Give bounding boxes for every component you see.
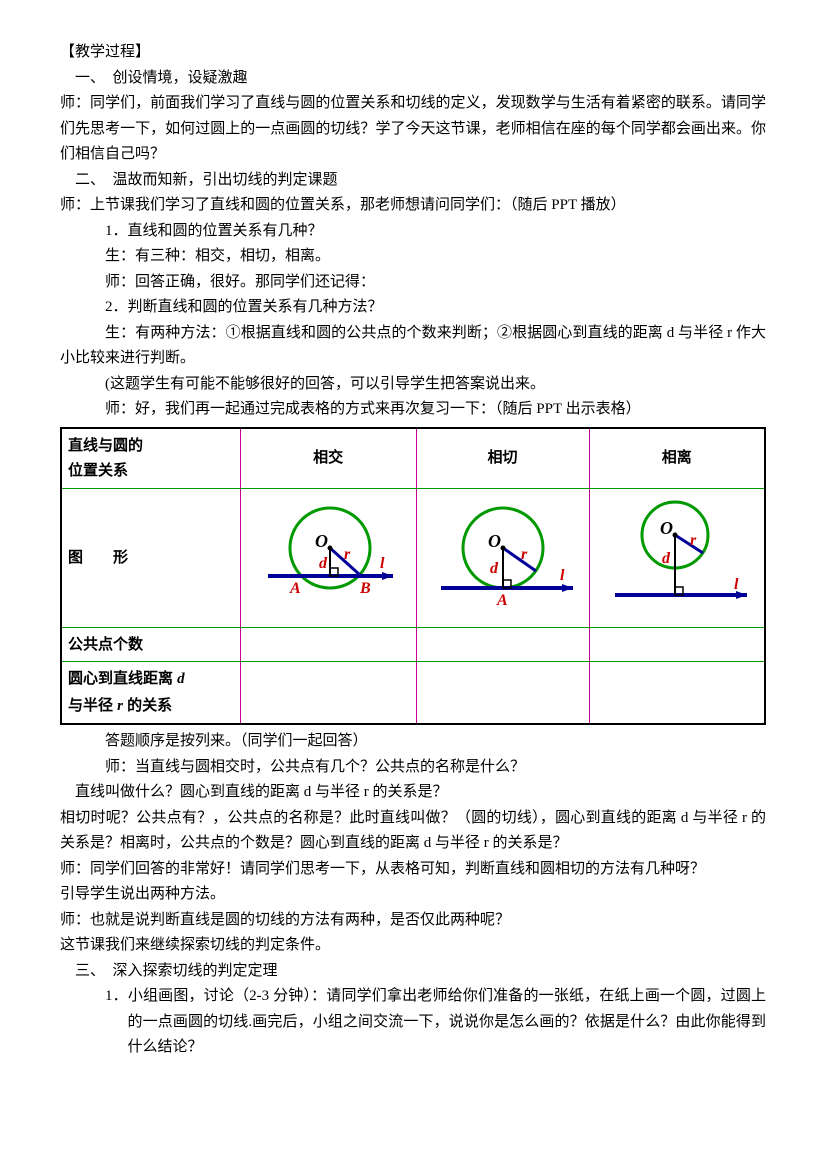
teacher-q-tangent: 相切时呢？公共点有？，公共点的名称是？此时直线叫做？（圆的切线），圆心到直线的距… xyxy=(60,806,766,857)
teacher-intro: 师：同学们，前面我们学习了直线与圆的位置关系和切线的定义，发现数学与生活有着紧密… xyxy=(60,91,766,168)
cell-empty xyxy=(589,662,765,725)
header-relation: 直线与圆的位置关系 xyxy=(61,428,240,489)
teacher-response-1: 师：回答正确，很好。那同学们还记得： xyxy=(60,270,766,296)
cell-empty xyxy=(240,662,416,725)
cell-empty xyxy=(240,627,416,662)
svg-text:l: l xyxy=(560,567,565,584)
answer-1: 生：有三种：相交，相切，相离。 xyxy=(60,244,766,270)
section-heading: 【教学过程】 xyxy=(60,40,766,66)
list-item-1: 1．小组画图，讨论（2-3 分钟）：请同学们拿出老师给你们准备的一张纸，在纸上画… xyxy=(60,984,766,1061)
question-2: 2．判断直线和圆的位置关系有几种方法？ xyxy=(60,295,766,321)
teacher-response-2: 师：好，我们再一起通过完成表格的方式来再次复习一下：（随后 PPT 出示表格） xyxy=(60,397,766,423)
svg-text:A: A xyxy=(496,592,508,609)
section-3-title: 三、 深入探索切线的判定定理 xyxy=(60,959,766,985)
teacher-q-intersect: 师：当直线与圆相交时，公共点有几个？公共点的名称是什么？ xyxy=(60,755,766,781)
header-intersect: 相交 xyxy=(240,428,416,489)
row-distance-label: 圆心到直线距离 d 与半径 r 的关系 xyxy=(61,662,240,725)
svg-text:d: d xyxy=(490,560,499,577)
svg-text:A: A xyxy=(289,580,301,597)
note: (这题学生有可能不能够很好的回答，可以引导学生把答案说出来。 xyxy=(60,372,766,398)
svg-text:l: l xyxy=(734,576,739,593)
header-tangent: 相切 xyxy=(416,428,589,489)
teacher-q-intro: 师：上节课我们学习了直线和圆的位置关系，那老师想请问同学们：（随后 PPT 播放… xyxy=(60,193,766,219)
svg-text:B: B xyxy=(359,580,371,597)
diagram-separate: O r d l xyxy=(589,488,765,627)
svg-text:r: r xyxy=(521,546,528,563)
row-figure-label: 图 形 xyxy=(61,488,240,627)
answer-order: 答题顺序是按列来。（同学们一起回答） xyxy=(60,729,766,755)
svg-text:O: O xyxy=(315,531,328,551)
guide-note: 引导学生说出两种方法。 xyxy=(60,882,766,908)
diagram-tangent: O r d A l xyxy=(416,488,589,627)
transition: 这节课我们来继续探索切线的判定条件。 xyxy=(60,933,766,959)
row-points-label: 公共点个数 xyxy=(61,627,240,662)
cell-empty xyxy=(589,627,765,662)
header-separate: 相离 xyxy=(589,428,765,489)
table-row: 直线与圆的位置关系 相交 相切 相离 xyxy=(61,428,765,489)
svg-text:l: l xyxy=(380,555,385,572)
answer-2: 生：有两种方法：①根据直线和圆的公共点的个数来判断；②根据圆心到直线的距离 d … xyxy=(60,321,766,372)
teacher-followup: 师：也就是说判断直线是圆的切线的方法有两种，是否仅此两种呢？ xyxy=(60,908,766,934)
teacher-praise: 师：同学们回答的非常好！请同学们思考一下，从表格可知，判断直线和圆相切的方法有几… xyxy=(60,857,766,883)
svg-text:d: d xyxy=(662,550,671,567)
relation-table: 直线与圆的位置关系 相交 相切 相离 图 形 O r d A B l xyxy=(60,427,766,726)
cell-empty xyxy=(416,627,589,662)
table-row: 圆心到直线距离 d 与半径 r 的关系 xyxy=(61,662,765,725)
section-2-title: 二、 温故而知新，引出切线的判定课题 xyxy=(60,168,766,194)
table-row: 公共点个数 xyxy=(61,627,765,662)
section-1-title: 一、 创设情境，设疑激趣 xyxy=(60,66,766,92)
teacher-q-line: 直线叫做什么？圆心到直线的距离 d 与半径 r 的关系是？ xyxy=(60,780,766,806)
svg-text:r: r xyxy=(690,532,697,549)
svg-text:O: O xyxy=(660,518,673,538)
svg-text:O: O xyxy=(488,531,501,551)
svg-text:r: r xyxy=(344,546,351,563)
table-row: 图 形 O r d A B l O r d xyxy=(61,488,765,627)
cell-empty xyxy=(416,662,589,725)
diagram-intersect: O r d A B l xyxy=(240,488,416,627)
question-1: 1．直线和圆的位置关系有几种？ xyxy=(60,219,766,245)
svg-text:d: d xyxy=(319,555,328,572)
